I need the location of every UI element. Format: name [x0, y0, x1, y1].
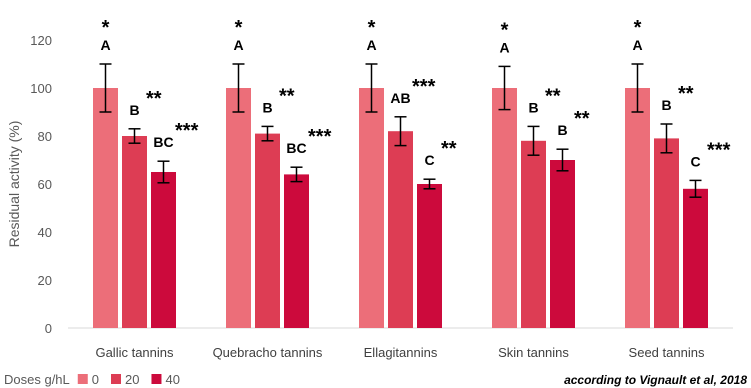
bar	[359, 88, 384, 328]
source-note: according to Vignault et al, 2018	[564, 373, 747, 387]
bar	[492, 88, 517, 328]
significance-stars: **	[678, 83, 694, 105]
bar	[654, 138, 679, 328]
legend-label: 0	[92, 372, 99, 387]
legend-label: 40	[165, 372, 179, 387]
y-tick-label: 60	[38, 177, 52, 192]
group-letter: A	[632, 37, 642, 53]
legend-swatch	[111, 374, 121, 384]
category-label: Ellagitannins	[364, 345, 438, 360]
category-label: Quebracho tannins	[213, 345, 323, 360]
significance-stars: *	[501, 19, 509, 41]
group-letter: BC	[153, 134, 173, 150]
y-tick-label: 0	[45, 321, 52, 336]
bar	[417, 184, 442, 328]
significance-stars: *	[368, 17, 376, 39]
significance-stars: ***	[308, 126, 332, 148]
group-letter: B	[129, 102, 139, 118]
category-label: Seed tannins	[629, 345, 705, 360]
bar	[284, 174, 309, 328]
significance-stars: *	[235, 17, 243, 39]
significance-stars: **	[441, 138, 457, 160]
significance-stars: **	[545, 85, 561, 107]
category-labels: Gallic tannins Quebracho tannins Ellagitan…	[95, 345, 704, 360]
significance-stars: ***	[412, 76, 436, 98]
significance-stars: **	[146, 88, 162, 110]
group-letter: B	[262, 99, 272, 115]
group-letter: C	[690, 153, 700, 169]
bar	[255, 133, 280, 328]
category-label: Skin tannins	[498, 345, 569, 360]
y-axis-ticks: 0 20 40 60 80 100 120	[30, 33, 52, 336]
group-letter: B	[557, 122, 567, 138]
y-tick-label: 120	[30, 33, 52, 48]
bars: A*B **BC ***A*B **BC ***A*AB ***C **A*B **B **A*…	[93, 17, 731, 328]
bar	[625, 88, 650, 328]
significance-stars: *	[634, 17, 642, 39]
bar	[122, 136, 147, 328]
significance-stars: ***	[707, 139, 731, 161]
significance-stars: ***	[175, 120, 199, 142]
bar	[151, 172, 176, 328]
legend-label: 20	[125, 372, 139, 387]
significance-stars: *	[102, 17, 110, 39]
y-tick-label: 20	[38, 273, 52, 288]
group-letter: A	[233, 37, 243, 53]
group-letter: AB	[390, 90, 410, 106]
group-letter: A	[366, 37, 376, 53]
group-letter: B	[528, 99, 538, 115]
legend-swatch	[77, 374, 88, 384]
legend-title: Doses g/hL	[4, 372, 70, 387]
significance-stars: **	[279, 85, 295, 107]
bar	[388, 131, 413, 328]
y-tick-label: 80	[38, 129, 52, 144]
group-letter: A	[499, 39, 509, 55]
significance-stars: **	[574, 108, 590, 130]
y-tick-label: 40	[38, 225, 52, 240]
category-label: Gallic tannins	[95, 345, 174, 360]
group-letter: B	[661, 97, 671, 113]
legend: Doses g/hL 0 20 40	[4, 372, 180, 387]
bar	[683, 188, 708, 328]
bar	[93, 88, 118, 328]
bar	[550, 160, 575, 328]
group-letter: C	[424, 152, 434, 168]
y-axis-label: Residual activity (%)	[6, 121, 22, 248]
group-letter: BC	[286, 140, 306, 156]
bar	[226, 88, 251, 328]
y-tick-label: 100	[30, 81, 52, 96]
legend-swatch	[151, 374, 162, 384]
group-letter: A	[100, 37, 110, 53]
bar	[521, 140, 546, 328]
